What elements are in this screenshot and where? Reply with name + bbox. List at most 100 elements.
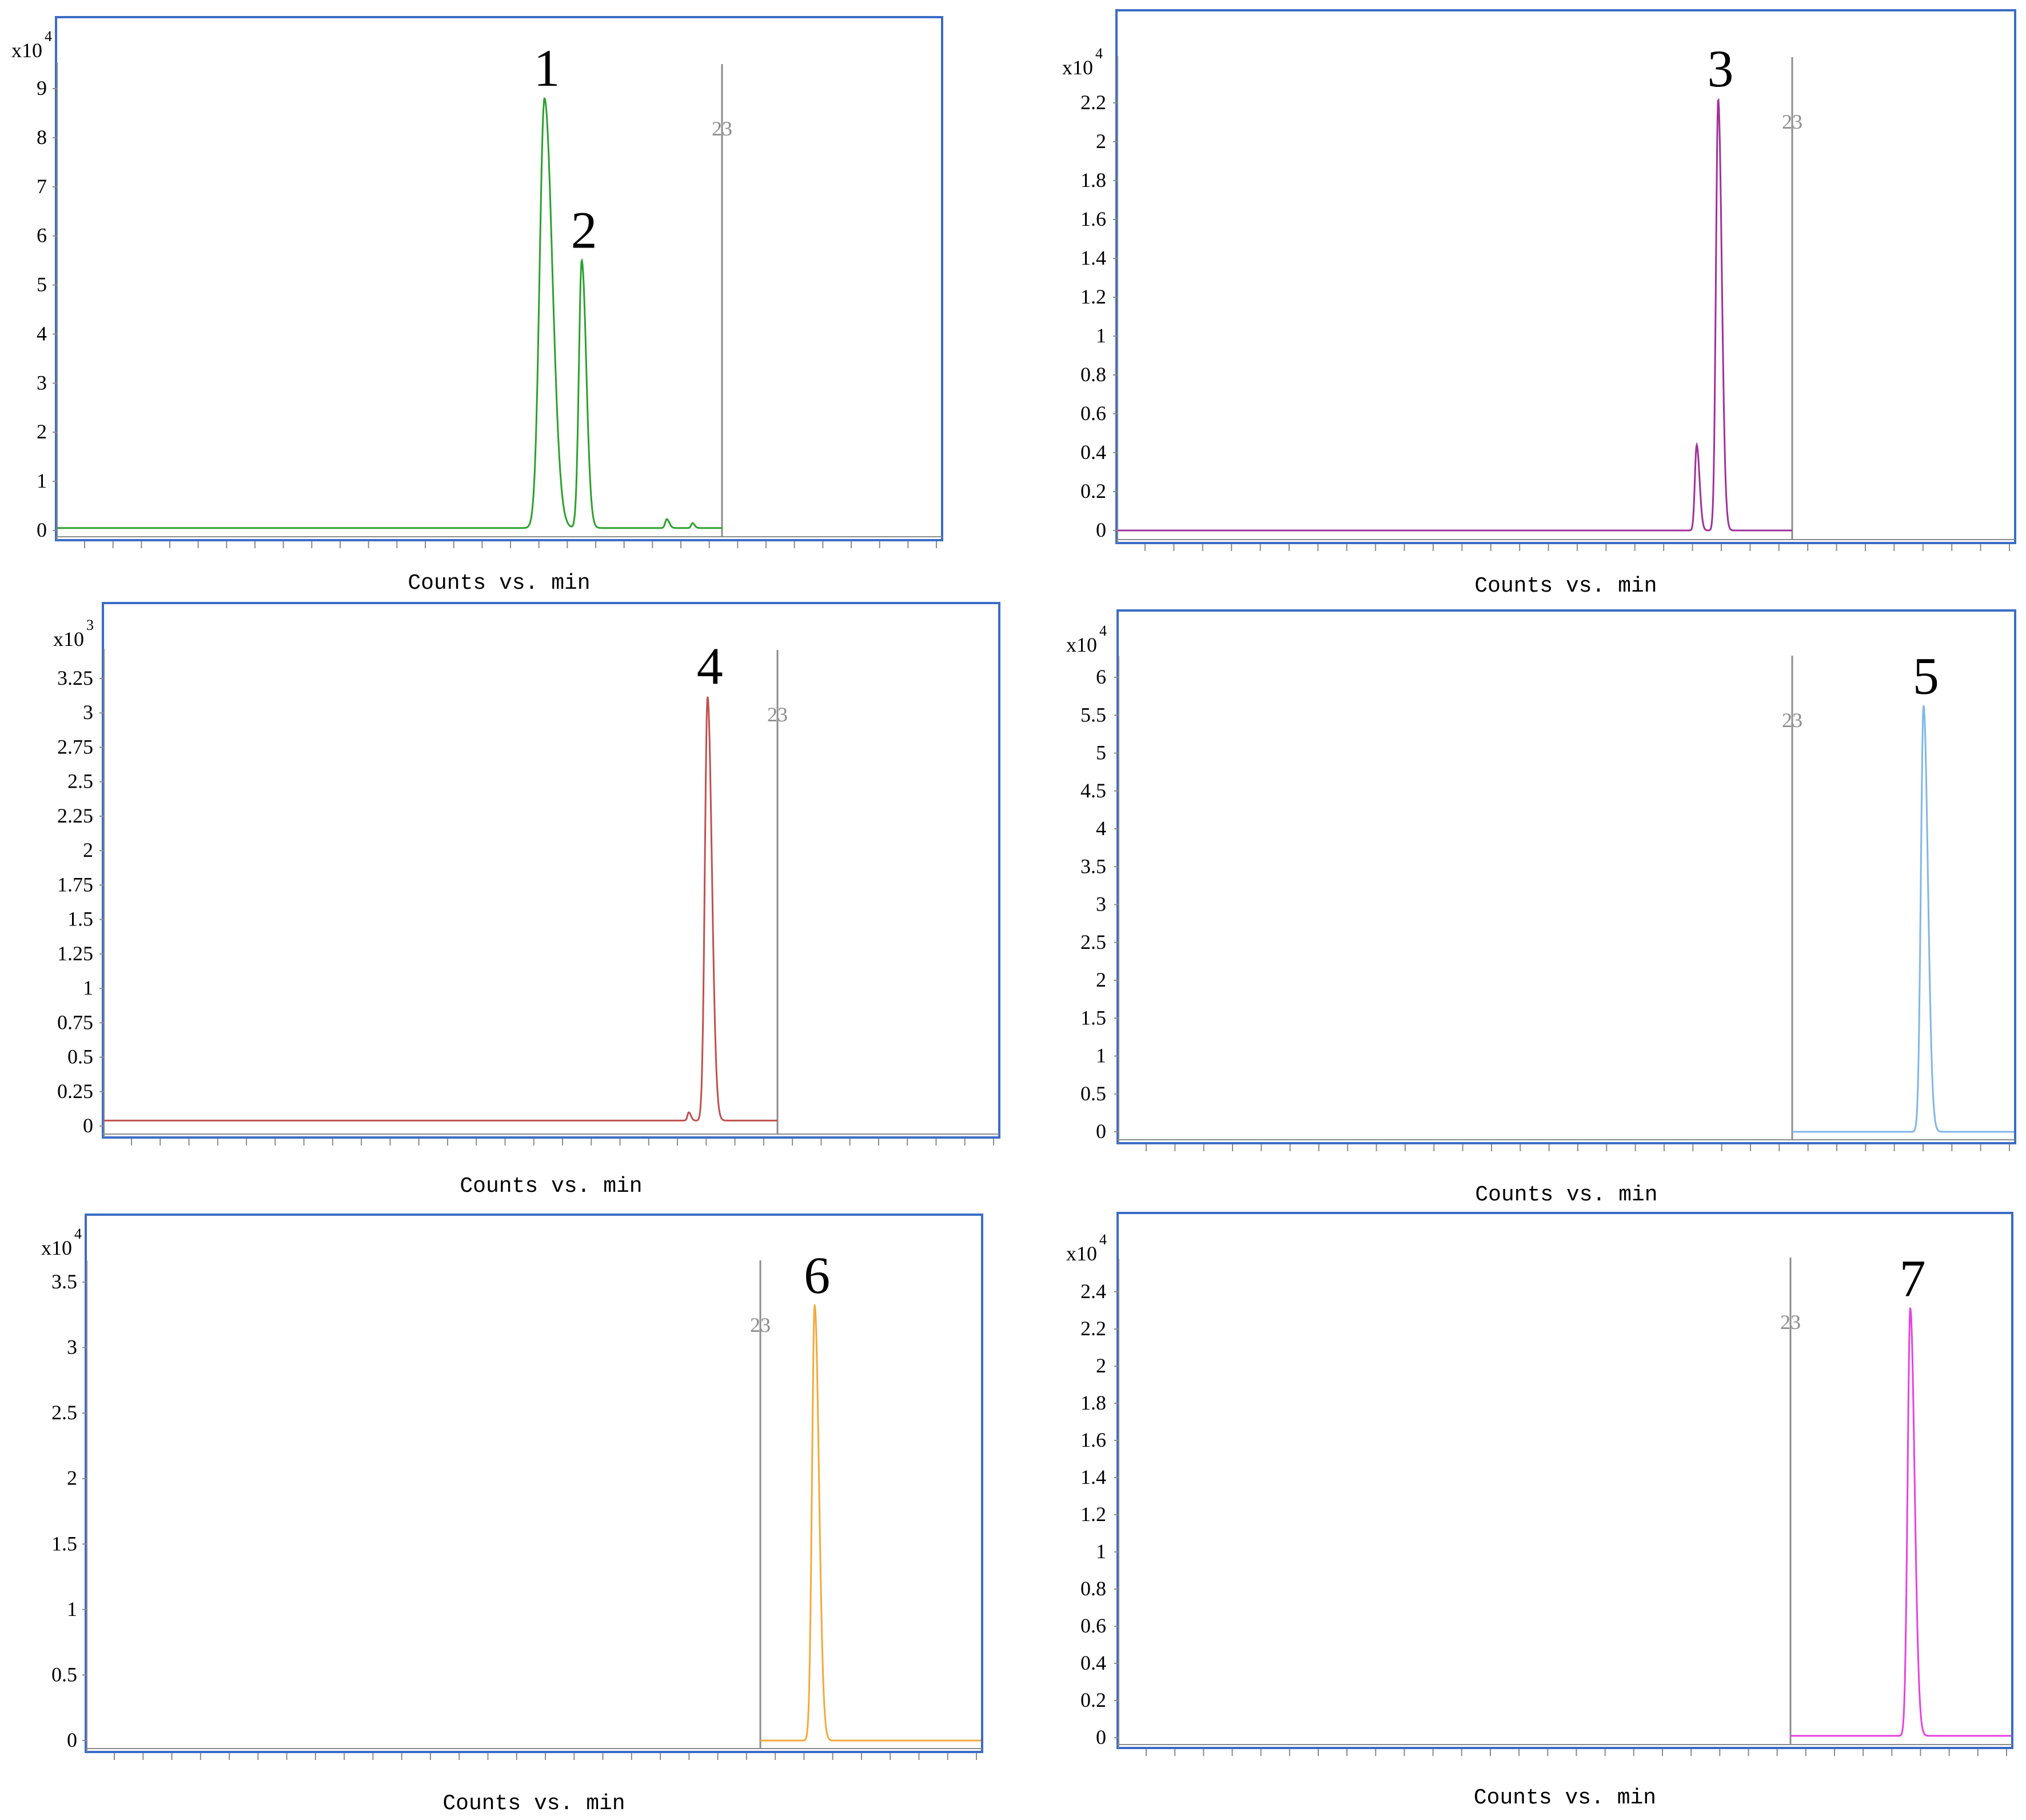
- marker-label: 23: [750, 1314, 771, 1336]
- y-tick-label: 1: [1096, 324, 1106, 347]
- y-tick-label: 0: [67, 1729, 77, 1751]
- y-tick-label: 1.8: [1080, 169, 1106, 191]
- y-tick-label: 0.8: [1080, 363, 1106, 386]
- y-multiplier-base: x10: [1062, 56, 1093, 79]
- y-tick-label: 0.4: [1080, 1651, 1106, 1674]
- y-tick-label: 1.5: [67, 908, 93, 931]
- y-tick-label: 2.25: [57, 804, 93, 827]
- y-tick-label: 0.6: [1080, 1614, 1106, 1637]
- y-tick-label: 2.5: [67, 770, 93, 793]
- y-tick-label: 6: [1096, 665, 1106, 688]
- y-tick-label: 1: [67, 1598, 77, 1621]
- x-axis-label: Counts vs. min: [408, 571, 590, 596]
- y-tick-label: 1: [1096, 1540, 1106, 1563]
- chromatogram-trace: [57, 97, 722, 529]
- y-tick-label: 6: [37, 224, 47, 247]
- y-tick-label: 0.8: [1080, 1577, 1106, 1600]
- y-tick-label: 1.4: [1080, 246, 1106, 269]
- y-tick-label: 2.75: [57, 735, 93, 758]
- plot-frame: [1116, 1212, 2013, 1749]
- y-tick-label: 0: [1096, 1726, 1106, 1749]
- marker-label: 23: [712, 117, 732, 140]
- y-tick-label: 1.2: [1080, 285, 1106, 308]
- y-tick-label: 0.6: [1080, 402, 1106, 425]
- y-multiplier-exponent: 4: [1099, 1231, 1107, 1248]
- y-tick-label: 5: [1096, 741, 1106, 764]
- plot-frame: [85, 1214, 983, 1753]
- y-tick-label: 2: [1096, 1354, 1106, 1377]
- y-tick-label: 3.5: [51, 1270, 77, 1293]
- marker-label: 23: [1782, 709, 1802, 732]
- y-tick-label: 5: [37, 273, 47, 296]
- x-axis-label: Counts vs. min: [1474, 574, 1657, 598]
- y-tick-label: 1.75: [57, 873, 93, 896]
- chromatogram-trace: [760, 1303, 981, 1742]
- y-multiplier-base: x10: [41, 1236, 72, 1259]
- y-tick-label: 1: [83, 976, 93, 999]
- y-tick-label: 1.5: [51, 1532, 77, 1555]
- y-tick-label: 0: [37, 518, 47, 541]
- x-axis-label: Counts vs. min: [1475, 1183, 1657, 1207]
- x-axis-ticks: [84, 541, 937, 548]
- y-tick-label: 3.5: [1080, 855, 1106, 877]
- y-tick-label: 4: [37, 322, 47, 345]
- x-axis-label: Counts vs. min: [442, 1791, 625, 1816]
- y-tick-label: 8: [37, 126, 47, 149]
- y-tick-label: 0: [1096, 518, 1106, 541]
- y-tick-label: 2.2: [1080, 1317, 1106, 1340]
- y-tick-label: 1.4: [1080, 1466, 1106, 1488]
- y-multiplier-exponent: 3: [86, 617, 94, 633]
- peak-label: 5: [1913, 646, 1939, 705]
- y-tick-label: 2.2: [1080, 91, 1106, 114]
- y-tick-label: 9: [37, 77, 47, 99]
- y-multiplier-exponent: 4: [74, 1226, 82, 1242]
- x-axis-ticks: [131, 1139, 994, 1146]
- peak-label: 4: [697, 637, 723, 695]
- y-tick-label: 3: [83, 701, 93, 724]
- plot-frame: [1116, 609, 2016, 1144]
- y-tick-label: 2: [83, 839, 93, 861]
- y-tick-label: 0.4: [1080, 441, 1106, 464]
- chromatogram-panel-3: 0 0.25 0.5 0.75 1 1.25 1.5 1.75 2 2.25 2.5 2.75 3 3.2…: [53, 602, 1000, 1199]
- peak-label: 1: [534, 39, 560, 97]
- peak-label: 6: [804, 1246, 830, 1304]
- y-tick-label: 3: [67, 1336, 77, 1359]
- chromatogram-trace: [104, 696, 777, 1121]
- y-tick-label: 1.25: [57, 942, 93, 965]
- x-axis-label: Counts vs. min: [460, 1174, 642, 1199]
- y-tick-label: 0.25: [57, 1080, 93, 1103]
- y-tick-label: 3.25: [57, 666, 93, 689]
- y-tick-label: 2: [1096, 130, 1106, 153]
- y-tick-label: 0.5: [67, 1045, 93, 1068]
- y-tick-label: 1: [1096, 1044, 1106, 1067]
- marker-label: 23: [1782, 110, 1802, 133]
- peak-label: 3: [1708, 39, 1734, 98]
- y-multiplier-exponent: 4: [1095, 45, 1103, 62]
- x-axis-ticks: [114, 1753, 977, 1760]
- y-tick-label: 0.75: [57, 1011, 93, 1033]
- y-tick-label: 0: [83, 1114, 93, 1137]
- chromatogram-trace: [1118, 98, 1792, 532]
- y-tick-label: 3: [37, 371, 47, 394]
- plot-frame: [55, 16, 943, 541]
- y-tick-label: 7: [37, 175, 47, 198]
- y-tick-label: 1.6: [1080, 207, 1106, 230]
- y-tick-label: 2: [67, 1467, 77, 1490]
- y-tick-label: 0.5: [51, 1663, 77, 1686]
- y-multiplier-base: x10: [53, 628, 84, 650]
- y-multiplier-exponent: 4: [1099, 622, 1107, 639]
- plot-frame: [102, 602, 1000, 1139]
- x-axis-ticks: [1144, 544, 2010, 551]
- y-tick-label: 4: [1096, 817, 1106, 840]
- chromatogram-trace: [1790, 1307, 2011, 1737]
- y-tick-label: 1.5: [1080, 1006, 1106, 1029]
- y-tick-label: 0.5: [1080, 1082, 1106, 1105]
- y-tick-label: 1: [37, 469, 47, 492]
- y-tick-label: 1.6: [1080, 1428, 1106, 1451]
- y-tick-label: 3: [1096, 893, 1106, 916]
